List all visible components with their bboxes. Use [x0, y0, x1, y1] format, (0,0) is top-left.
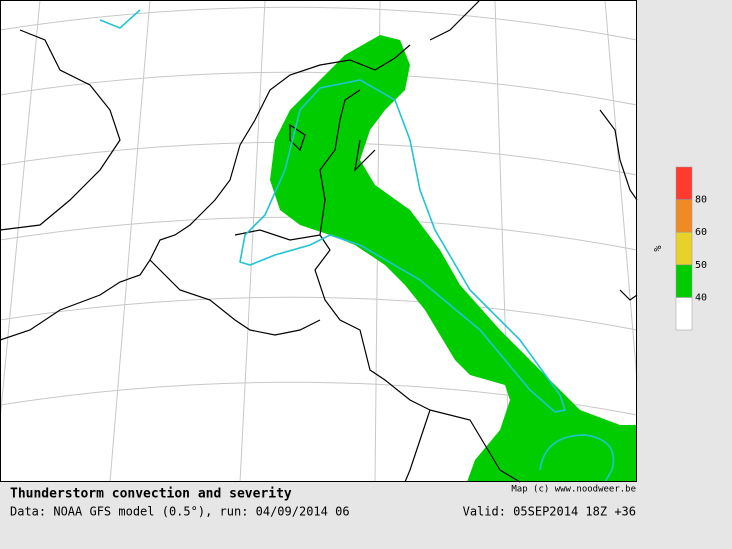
- legend-band: [675, 231, 693, 266]
- legend-band: [675, 199, 693, 233]
- credit: Map (c) www.noodweer.be: [511, 485, 636, 495]
- legend-label: 50: [695, 260, 707, 271]
- legend-label: 40: [695, 292, 707, 303]
- map-border: [0, 0, 637, 482]
- data-source: Data: NOAA GFS model (0.5°), run: 04/09/…: [10, 505, 350, 519]
- forecast-contour: [99, 9, 615, 483]
- borders: [149, 89, 521, 483]
- valid-time: Valid: 05SEP2014 18Z +36: [463, 505, 636, 519]
- coastlines: [0, 0, 638, 341]
- legend-band: [675, 297, 693, 331]
- legend-band: [675, 264, 693, 298]
- legend-label: 80: [695, 195, 707, 206]
- map: [0, 0, 638, 483]
- legend: 40 50 60 80%: [651, 166, 707, 331]
- legend-unit: %: [651, 245, 662, 251]
- legend-band: [675, 166, 693, 200]
- legend-label: 60: [695, 227, 707, 238]
- convection-area: [270, 35, 637, 482]
- graticule: [0, 0, 638, 483]
- title: Thunderstorm convection and severity: [10, 487, 292, 502]
